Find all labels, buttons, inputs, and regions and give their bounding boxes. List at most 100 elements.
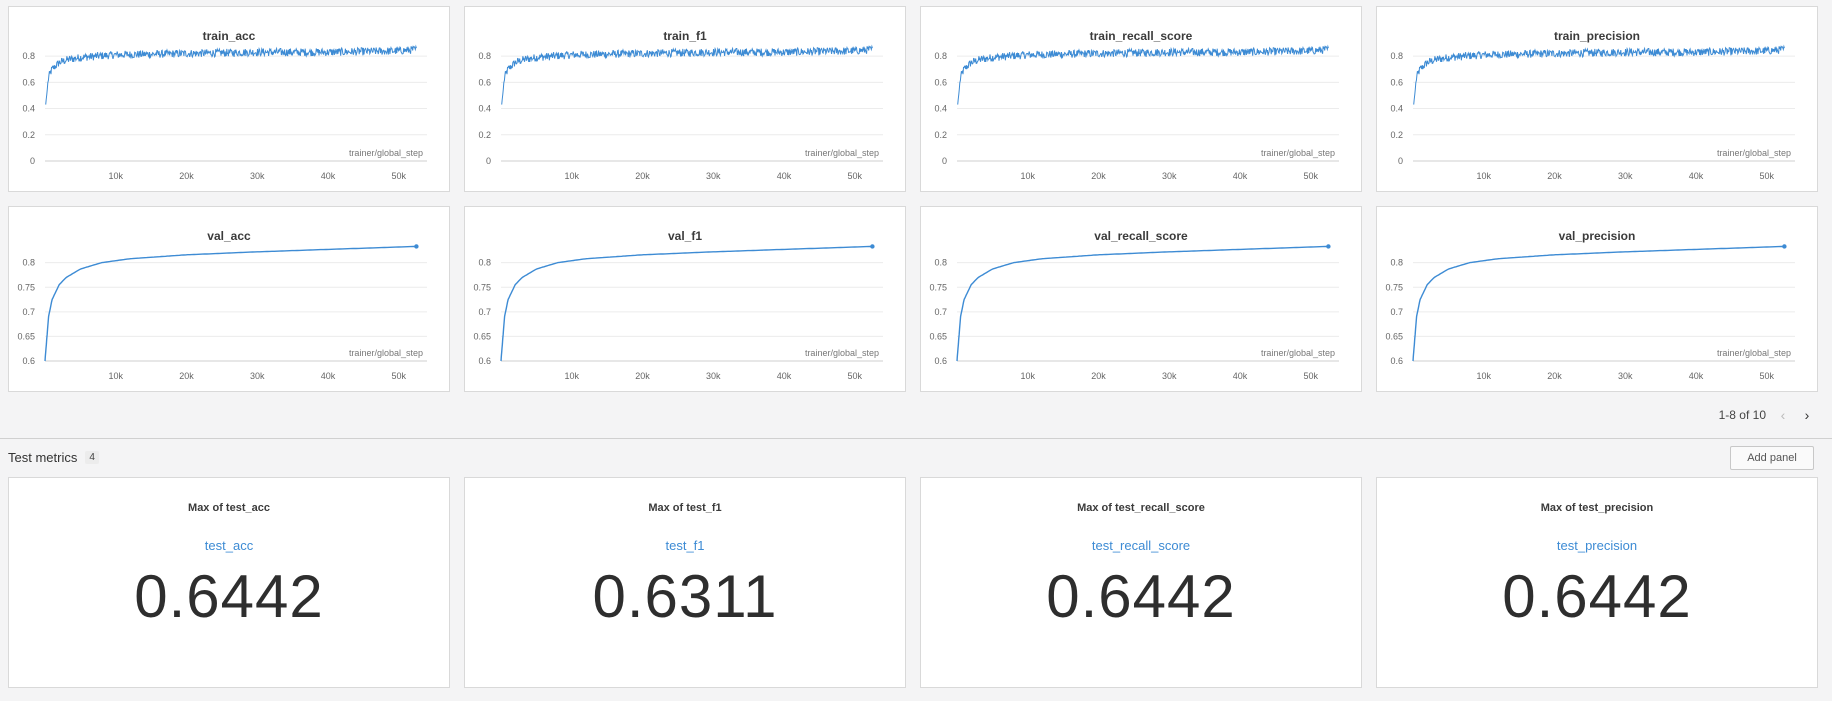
line-chart[interactable]: 0.6 0.65 0.7 0.75 0.8 10k 20k 30k 40k 50k trainer/… (465, 207, 907, 393)
x-tick-label: 50k (1303, 171, 1318, 181)
x-tick-label: 50k (1759, 171, 1774, 181)
chart-panel-train-acc[interactable]: train_acc 0 0.2 0.4 0.6 0.8 10k 20k 30k 40k 50k tr… (8, 6, 450, 192)
line-chart[interactable]: 0 0.2 0.4 0.6 0.8 10k 20k 30k 40k 50k trainer/glob… (9, 7, 451, 193)
x-axis-label: trainer/global_step (1261, 348, 1335, 358)
x-tick-label: 30k (250, 371, 265, 381)
pagination: 1-8 of 10 ‹ › (1719, 407, 1814, 423)
x-axis-label: trainer/global_step (349, 148, 423, 158)
y-tick-label: 0.65 (1385, 331, 1403, 341)
scalar-value: 0.6442 (134, 563, 324, 630)
scalar-value: 0.6442 (1502, 563, 1692, 630)
add-panel-button[interactable]: Add panel (1730, 446, 1814, 470)
line-chart[interactable]: 0 0.2 0.4 0.6 0.8 10k 20k 30k 40k 50k trainer/glob… (465, 7, 907, 193)
y-tick-label: 0.8 (478, 258, 491, 268)
series-endpoint (414, 244, 419, 249)
y-tick-label: 0.6 (1390, 77, 1403, 87)
y-tick-label: 0.6 (478, 77, 491, 87)
y-tick-label: 0.65 (929, 331, 947, 341)
y-tick-label: 0.7 (1390, 307, 1403, 317)
x-tick-label: 10k (108, 171, 123, 181)
x-tick-label: 50k (847, 171, 862, 181)
y-tick-label: 0.2 (934, 130, 947, 140)
chart-panel-val-recall-score[interactable]: val_recall_score 0.6 0.65 0.7 0.75 0.8 10k 20k… (920, 206, 1362, 392)
series-line (1412, 245, 1785, 362)
x-tick-label: 40k (777, 371, 792, 381)
x-tick-label: 40k (321, 371, 336, 381)
x-tick-label: 30k (1162, 171, 1177, 181)
y-tick-label: 0.75 (473, 282, 491, 292)
series-endpoint (870, 244, 875, 249)
x-tick-label: 20k (179, 171, 194, 181)
chart-panel-train-recall-score[interactable]: train_recall_score 0 0.2 0.4 0.6 0.8 10k 20k 30… (920, 6, 1362, 192)
chart-title: val_f1 (667, 229, 703, 243)
x-tick-label: 40k (777, 171, 792, 181)
x-tick-label: 20k (1091, 371, 1106, 381)
y-tick-label: 0.7 (934, 307, 947, 317)
y-tick-label: 0.8 (22, 258, 35, 268)
chart-panel-val-precision[interactable]: val_precision 0.6 0.65 0.7 0.75 0.8 10k 20k 30k… (1376, 206, 1818, 392)
x-tick-label: 30k (706, 371, 721, 381)
chart-title: val_recall_score (1094, 229, 1188, 243)
scalar-key: test_acc (204, 538, 254, 553)
x-tick-label: 50k (847, 371, 862, 381)
x-axis-label: trainer/global_step (349, 348, 423, 358)
scalar-panel-test-f1[interactable]: Max of test_f1 test_f1 0.6311 (464, 477, 906, 688)
section-count-badge: 4 (85, 451, 99, 464)
scalar-key: test_precision (1556, 538, 1638, 553)
chart-panel-val-acc[interactable]: val_acc 0.6 0.65 0.7 0.75 0.8 10k 20k 30k 40k 50k… (8, 206, 450, 392)
scalar-title: Max of test_recall_score (1077, 502, 1205, 514)
line-chart[interactable]: 0.6 0.65 0.7 0.75 0.8 10k 20k 30k 40k 50k trainer/… (921, 207, 1363, 393)
series-endpoint (1782, 244, 1787, 249)
x-tick-label: 10k (1020, 171, 1035, 181)
series-line (500, 245, 873, 362)
line-chart[interactable]: 0 0.2 0.4 0.6 0.8 10k 20k 30k 40k 50k trainer/glob… (1377, 7, 1819, 193)
chevron-left-icon[interactable]: ‹ (1780, 407, 1786, 423)
x-tick-label: 10k (564, 371, 579, 381)
y-tick-label: 0 (1398, 156, 1403, 166)
x-tick-label: 40k (1689, 171, 1704, 181)
line-chart[interactable]: 0.6 0.65 0.7 0.75 0.8 10k 20k 30k 40k 50k trainer/… (9, 207, 451, 393)
y-tick-label: 0.75 (1385, 282, 1403, 292)
series-line (44, 245, 417, 362)
chart-panel-train-f1[interactable]: train_f1 0 0.2 0.4 0.6 0.8 10k 20k 30k 40k 50k tra… (464, 6, 906, 192)
chart-panel-val-f1[interactable]: val_f1 0.6 0.65 0.7 0.75 0.8 10k 20k 30k 40k 50k t… (464, 206, 906, 392)
y-tick-label: 0.6 (22, 77, 35, 87)
scalar-panel-test-recall-score[interactable]: Max of test_recall_score test_recall_sco… (920, 477, 1362, 688)
section-header[interactable]: Test metrics 4 (8, 450, 99, 465)
line-chart[interactable]: 0.6 0.65 0.7 0.75 0.8 10k 20k 30k 40k 50k trainer/… (1377, 207, 1819, 393)
y-tick-label: 0.7 (22, 307, 35, 317)
x-tick-label: 30k (706, 171, 721, 181)
x-tick-label: 30k (1618, 371, 1633, 381)
series-endpoint (1326, 244, 1331, 249)
chevron-right-icon[interactable]: › (1804, 407, 1810, 423)
y-tick-label: 0.6 (1390, 356, 1403, 366)
y-tick-label: 0.65 (473, 331, 491, 341)
series-line (957, 44, 1329, 105)
y-tick-label: 0.8 (1390, 51, 1403, 61)
scalar-key: test_f1 (665, 538, 705, 553)
x-tick-label: 30k (1162, 371, 1177, 381)
chart-title: val_precision (1558, 229, 1636, 243)
line-chart[interactable]: 0 0.2 0.4 0.6 0.8 10k 20k 30k 40k 50k trainer/glob… (921, 7, 1363, 193)
series-line (45, 44, 417, 105)
scalar-title: Max of test_precision (1540, 502, 1654, 514)
section-divider (0, 438, 1832, 439)
scalar-value: 0.6311 (592, 563, 778, 630)
series-line (1413, 44, 1785, 105)
x-tick-label: 30k (250, 171, 265, 181)
series-line (501, 44, 873, 105)
scalar-panel-test-acc[interactable]: Max of test_acc test_acc 0.6442 (8, 477, 450, 688)
y-tick-label: 0.75 (17, 282, 35, 292)
y-tick-label: 0.6 (934, 77, 947, 87)
x-tick-label: 40k (1233, 171, 1248, 181)
y-tick-label: 0.8 (22, 51, 35, 61)
x-tick-label: 50k (391, 371, 406, 381)
chart-panel-train-precision[interactable]: train_precision 0 0.2 0.4 0.6 0.8 10k 20k 30k 40… (1376, 6, 1818, 192)
y-tick-label: 0.8 (1390, 258, 1403, 268)
x-axis-label: trainer/global_step (1717, 348, 1791, 358)
x-tick-label: 20k (1547, 371, 1562, 381)
section-title: Test metrics (8, 450, 78, 465)
y-tick-label: 0.4 (22, 104, 35, 114)
scalar-panel-test-precision[interactable]: Max of test_precision test_precision 0.6… (1376, 477, 1818, 688)
y-tick-label: 0.65 (17, 331, 35, 341)
